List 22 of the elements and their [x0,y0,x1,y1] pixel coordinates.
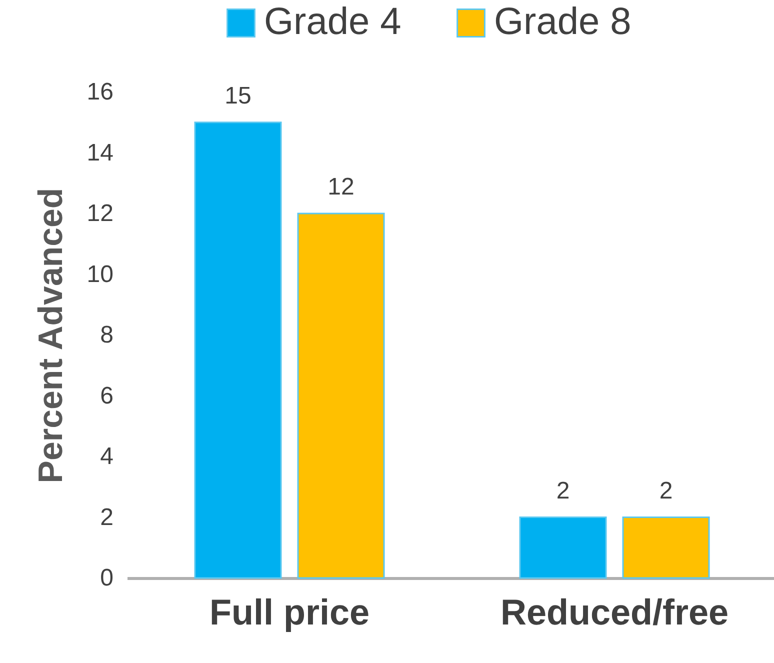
bar [194,122,282,579]
y-tick-label: 10 [86,260,114,288]
bar [622,516,710,579]
x-tick-label: Reduced/free [500,592,729,632]
data-label: 12 [328,174,354,200]
legend-label: Grade 8 [494,1,632,43]
data-label: 15 [224,82,252,110]
data-label: 2 [556,477,570,504]
y-tick-label: 16 [86,78,114,106]
bar [297,212,385,579]
y-tick-label: 8 [100,322,114,348]
x-tick-label: Full price [209,592,370,632]
y-tick-label: 0 [100,564,114,592]
y-tick-label: 6 [100,382,114,410]
y-tick-label: 12 [86,200,114,227]
data-label: 2 [659,477,673,504]
legend-label: Grade 4 [264,1,402,43]
y-axis-title: Percent Advanced [32,188,70,484]
y-tick-label: 4 [100,443,114,470]
bar [519,516,607,579]
y-tick-label: 2 [100,504,114,531]
y-tick-label: 14 [86,139,114,166]
